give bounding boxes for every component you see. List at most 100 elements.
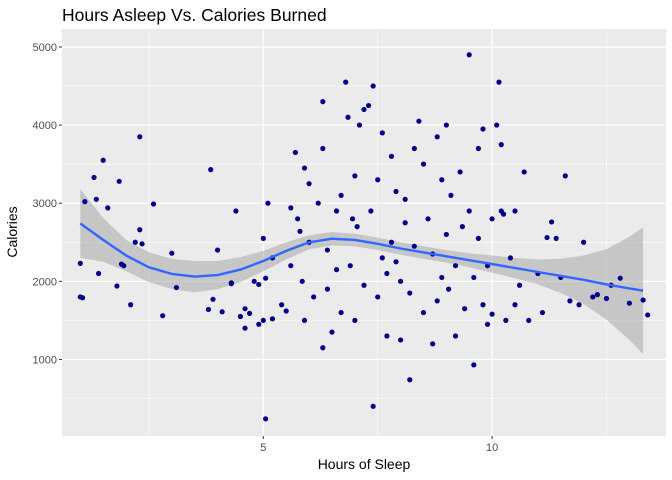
data-point: [128, 302, 134, 308]
data-point: [301, 165, 308, 171]
data-point: [459, 224, 465, 230]
data-point: [562, 173, 568, 179]
data-point: [251, 278, 257, 284]
data-point: [379, 255, 385, 261]
data-point: [173, 284, 179, 291]
data-point: [333, 208, 340, 214]
data-point: [576, 302, 582, 308]
data-point: [539, 309, 546, 316]
data-point: [512, 208, 518, 214]
data-point: [388, 239, 395, 245]
data-point: [480, 302, 486, 308]
data-point: [116, 178, 122, 184]
data-point: [121, 263, 127, 269]
data-point: [516, 282, 523, 288]
data-point: [137, 134, 143, 140]
data-point: [393, 188, 399, 195]
data-point: [544, 234, 550, 241]
data-point: [640, 297, 646, 303]
data-point: [315, 200, 321, 206]
data-point: [375, 294, 381, 300]
data-point: [105, 205, 111, 211]
data-point: [214, 247, 221, 253]
data-point: [269, 316, 276, 322]
data-point: [160, 313, 166, 319]
data-point: [384, 270, 390, 277]
data-point: [521, 169, 527, 175]
data-point: [457, 169, 463, 175]
x-tick-label: 10: [486, 442, 498, 454]
data-point: [263, 416, 269, 422]
data-point: [279, 302, 285, 308]
x-axis-title: Hours of Sleep: [318, 456, 411, 472]
data-point: [388, 153, 395, 159]
data-point: [256, 281, 262, 288]
plot-panel: [62, 29, 666, 436]
data-point: [233, 208, 239, 214]
data-point: [430, 341, 436, 347]
smooth-line-layer: [79, 222, 644, 292]
data-point: [324, 286, 330, 292]
data-point: [443, 122, 449, 128]
data-point: [260, 317, 266, 323]
data-point: [247, 310, 253, 316]
data-point: [237, 313, 244, 320]
data-point: [219, 309, 225, 315]
data-point: [471, 362, 477, 368]
data-point: [79, 295, 86, 301]
data-point: [439, 274, 445, 281]
y-tick-label: 1000: [33, 354, 57, 366]
data-point: [150, 201, 157, 207]
data-point: [91, 174, 97, 181]
data-point: [402, 196, 408, 202]
data-point: [256, 321, 262, 327]
data-point: [354, 224, 360, 230]
data-point: [169, 250, 175, 256]
data-point: [242, 325, 248, 331]
data-point: [411, 243, 417, 249]
data-point: [301, 317, 308, 323]
data-point: [93, 196, 99, 202]
data-point: [425, 216, 431, 222]
data-point: [299, 278, 305, 284]
data-point: [452, 263, 459, 269]
data-point: [434, 134, 440, 140]
data-point: [295, 216, 301, 222]
data-point: [416, 118, 422, 124]
data-point: [507, 255, 514, 261]
data-point: [139, 241, 145, 247]
data-point: [343, 79, 349, 85]
data-point: [242, 306, 248, 312]
data-point: [137, 227, 143, 233]
data-point: [361, 282, 367, 288]
y-tick-label: 4000: [33, 120, 57, 132]
data-point: [288, 263, 294, 269]
data-point: [356, 122, 363, 128]
data-point: [452, 333, 459, 339]
data-point: [365, 102, 372, 109]
data-point: [489, 311, 495, 317]
data-point: [96, 270, 102, 277]
y-axis-ticks: 1000 2000 3000 4000 5000: [33, 42, 62, 366]
data-point: [370, 83, 376, 89]
data-point: [626, 300, 632, 306]
data-point: [288, 205, 294, 211]
x-tick-label: 5: [260, 442, 266, 454]
data-point: [645, 312, 651, 318]
data-point: [370, 403, 376, 409]
data-point: [480, 126, 486, 132]
data-point: [100, 157, 106, 163]
data-point: [265, 200, 271, 206]
data-point: [77, 260, 83, 266]
data-point: [434, 298, 440, 304]
data-point: [420, 161, 427, 167]
data-point: [439, 177, 445, 183]
y-tick-label: 5000: [33, 42, 57, 54]
data-point: [407, 377, 413, 383]
data-point: [448, 192, 454, 198]
data-point: [320, 345, 326, 351]
data-point: [349, 216, 356, 222]
data-point: [466, 208, 472, 214]
data-point: [398, 337, 404, 343]
data-point: [306, 181, 312, 187]
